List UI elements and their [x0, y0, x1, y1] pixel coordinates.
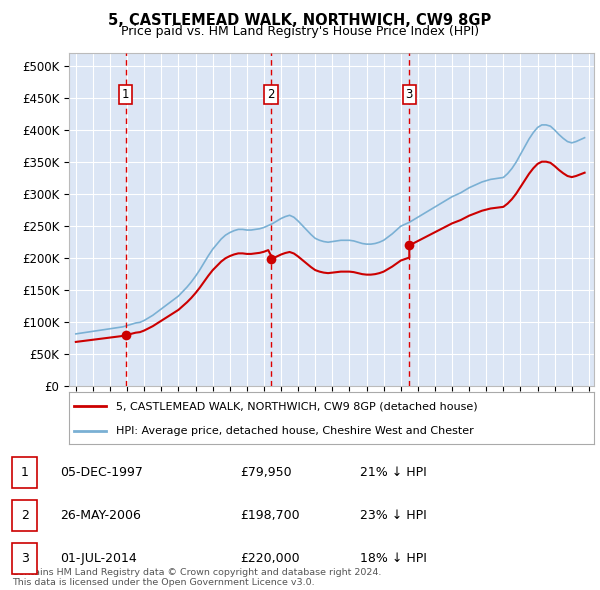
Text: £220,000: £220,000 [240, 552, 299, 565]
Text: 2: 2 [20, 509, 29, 522]
Text: HPI: Average price, detached house, Cheshire West and Chester: HPI: Average price, detached house, Ches… [116, 426, 474, 435]
Text: 23% ↓ HPI: 23% ↓ HPI [360, 509, 427, 522]
Text: 26-MAY-2006: 26-MAY-2006 [60, 509, 141, 522]
Text: 21% ↓ HPI: 21% ↓ HPI [360, 466, 427, 479]
Text: Price paid vs. HM Land Registry's House Price Index (HPI): Price paid vs. HM Land Registry's House … [121, 25, 479, 38]
Text: 3: 3 [406, 88, 413, 101]
Text: 05-DEC-1997: 05-DEC-1997 [60, 466, 143, 479]
Text: Contains HM Land Registry data © Crown copyright and database right 2024.
This d: Contains HM Land Registry data © Crown c… [12, 568, 382, 587]
Text: 01-JUL-2014: 01-JUL-2014 [60, 552, 137, 565]
Text: £198,700: £198,700 [240, 509, 299, 522]
Text: 1: 1 [20, 466, 29, 479]
Text: 1: 1 [122, 88, 130, 101]
Text: 2: 2 [267, 88, 275, 101]
Text: 18% ↓ HPI: 18% ↓ HPI [360, 552, 427, 565]
Text: 5, CASTLEMEAD WALK, NORTHWICH, CW9 8GP (detached house): 5, CASTLEMEAD WALK, NORTHWICH, CW9 8GP (… [116, 401, 478, 411]
Text: £79,950: £79,950 [240, 466, 292, 479]
Text: 3: 3 [20, 552, 29, 565]
Text: 5, CASTLEMEAD WALK, NORTHWICH, CW9 8GP: 5, CASTLEMEAD WALK, NORTHWICH, CW9 8GP [109, 13, 491, 28]
